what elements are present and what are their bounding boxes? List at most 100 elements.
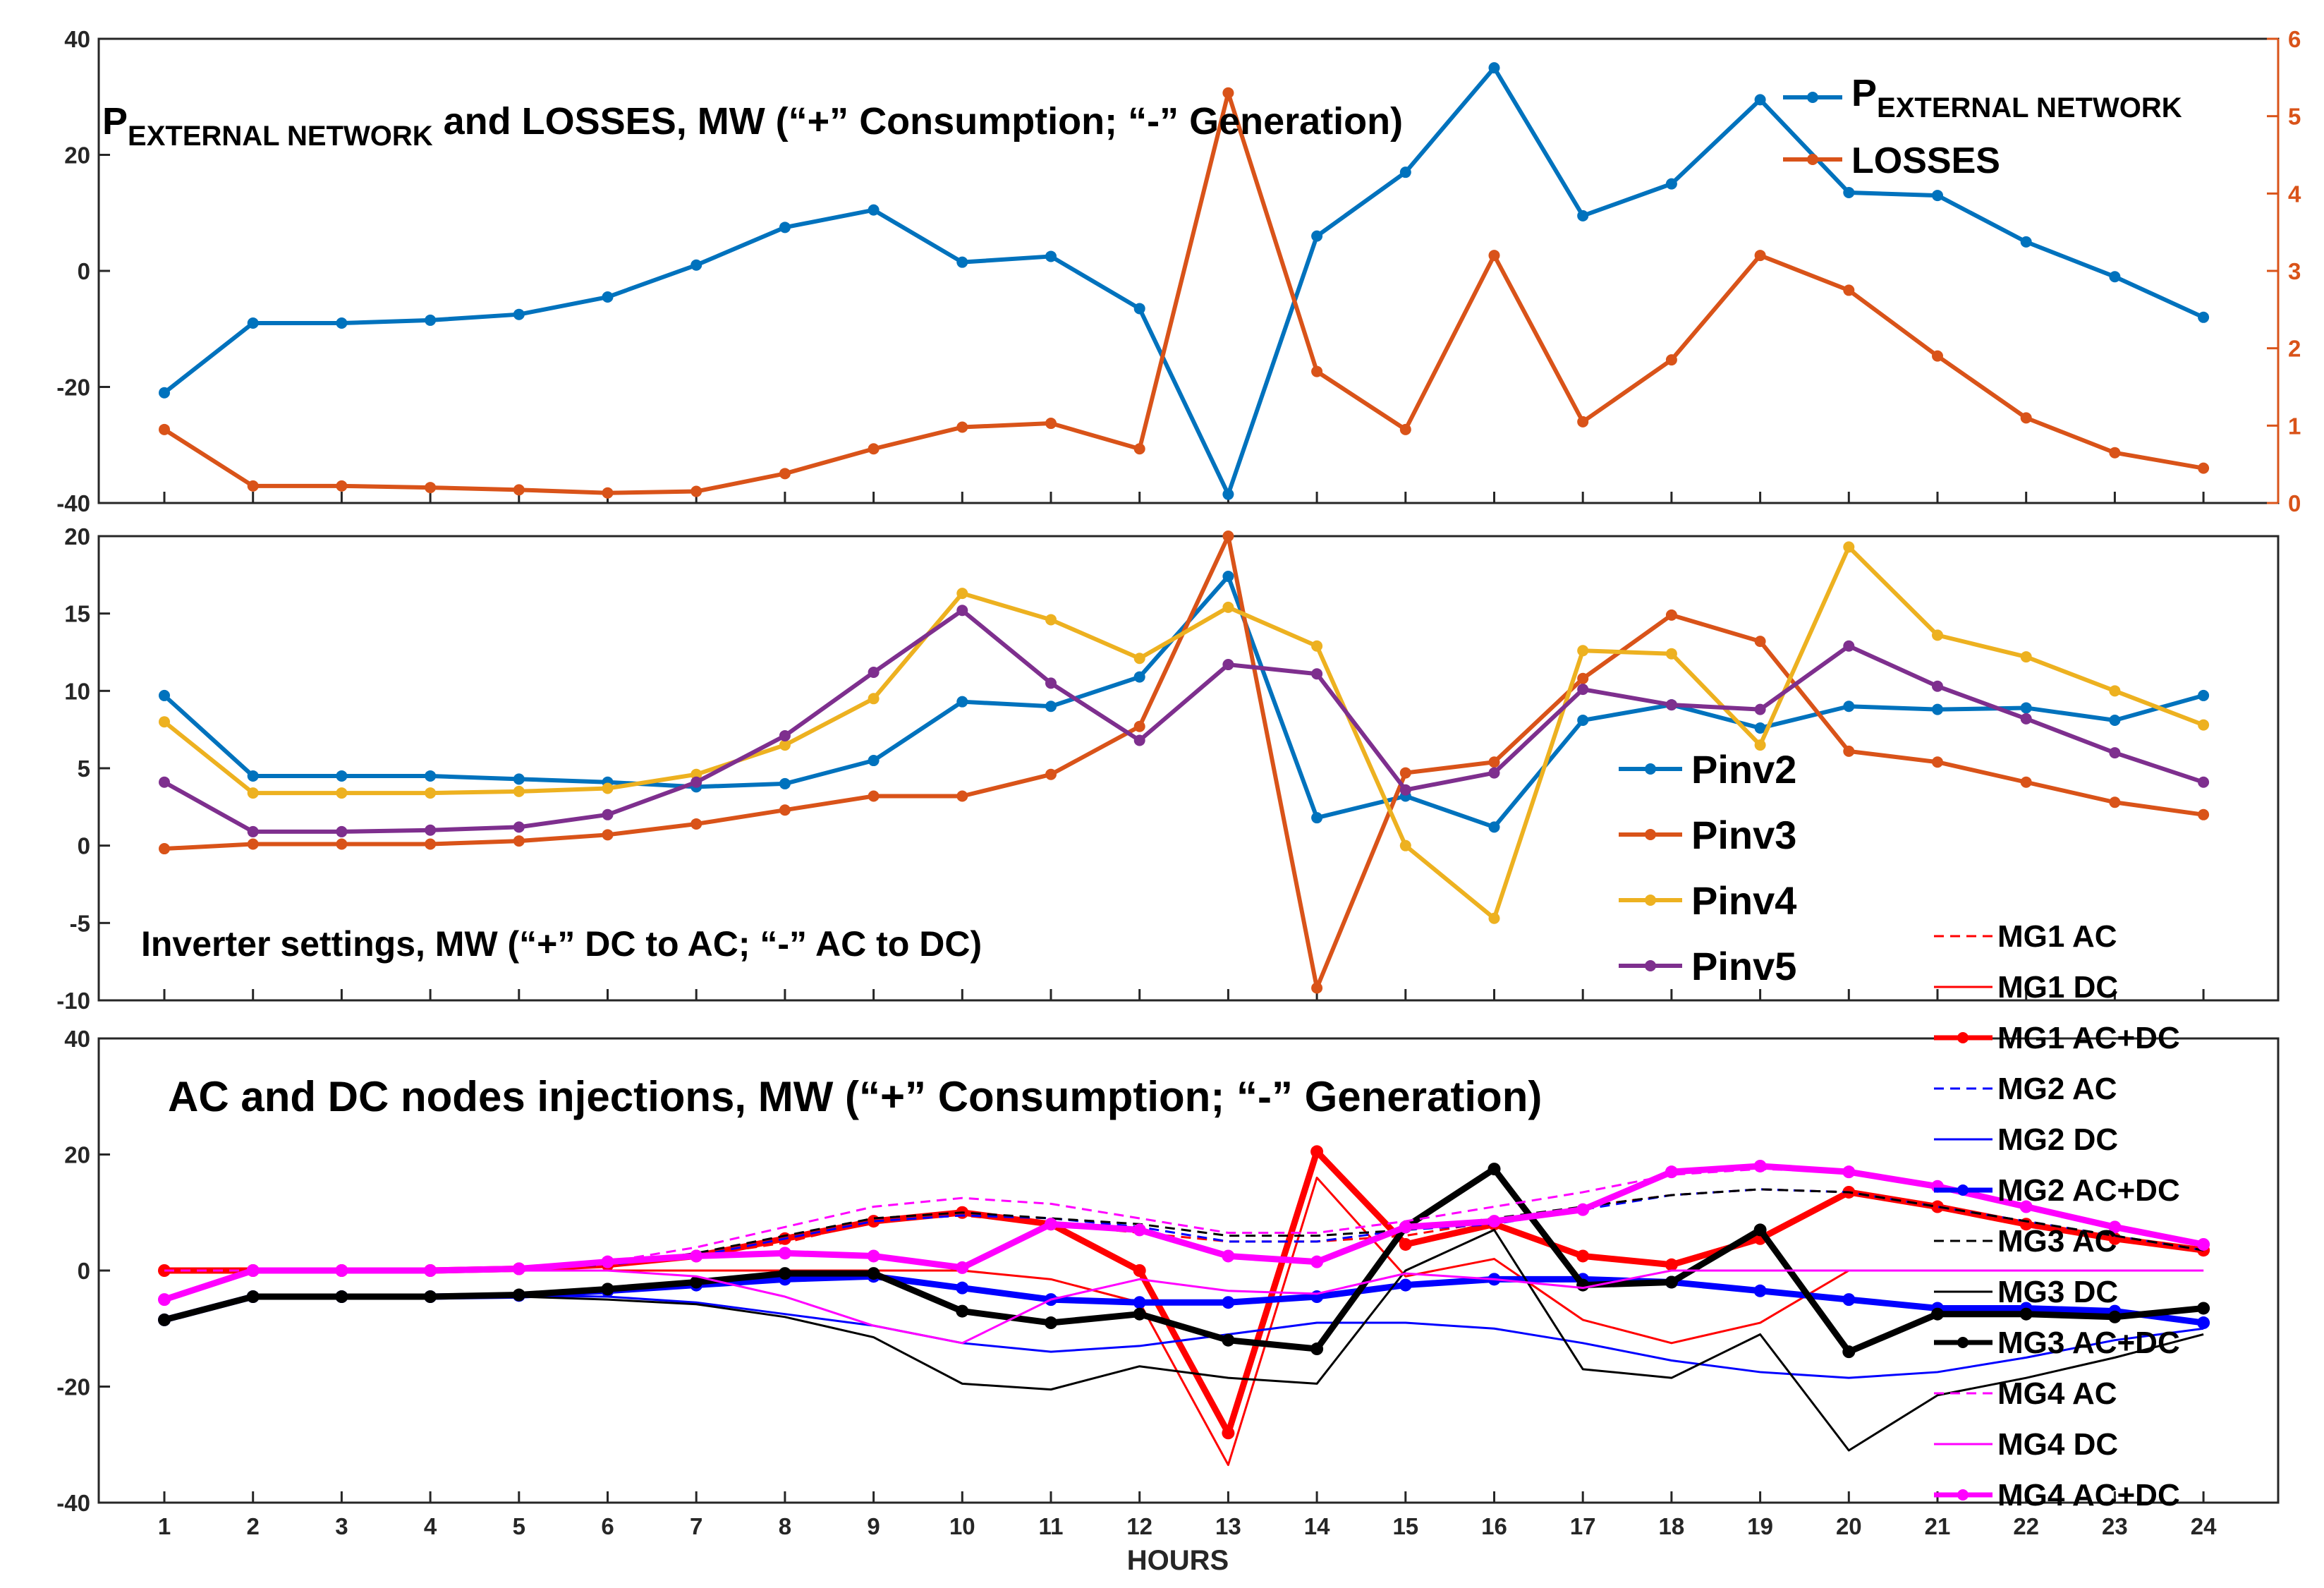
data-point-mg3-ac-dc — [1310, 1342, 1324, 1356]
data-point-pinv3 — [247, 838, 259, 850]
x-axis: 1 2 3 4 5 6 7 8 9 10 11 12 13 14 15 16 17 18 19 20 21 22 23 24 — [158, 1513, 2217, 1539]
data-point-pinv2 — [1754, 722, 1766, 734]
y-tick-label: -20 — [56, 375, 90, 401]
y-tick-label: 0 — [78, 1258, 90, 1284]
data-point-p — [1754, 94, 1766, 106]
x-tick-label: 13 — [1215, 1513, 1241, 1539]
data-point-pinv5 — [336, 825, 348, 837]
data-point-pinv4 — [1045, 614, 1057, 626]
data-point-mg4-ac-dc — [1665, 1165, 1678, 1179]
data-point-pinv2 — [1133, 671, 1145, 683]
data-point-mg1-ac-dc — [1133, 1264, 1146, 1277]
data-point-losses — [336, 480, 348, 492]
x-tick-label: 9 — [867, 1513, 880, 1539]
x-tick-label: 12 — [1126, 1513, 1152, 1539]
legend-marker-losses — [1807, 154, 1818, 165]
data-point-pinv4 — [1311, 640, 1323, 652]
y-tick-label: 20 — [64, 1142, 90, 1168]
y2-tick-label: 0 — [2288, 490, 2301, 516]
data-point-mg2-ac-dc — [956, 1281, 969, 1295]
legend-marker-mg1-ac-dc — [1957, 1032, 1969, 1043]
data-point-pinv2 — [1488, 821, 1500, 833]
data-point-pinv3 — [1222, 531, 1234, 542]
panel-2-title: Inverter settings, MW (“+” DC to AC; “-”… — [141, 924, 982, 964]
y-tick-label: 10 — [64, 678, 90, 704]
data-point-p — [1932, 190, 1943, 202]
panel-2-plot — [159, 531, 2210, 994]
data-point-pinv3 — [956, 790, 968, 802]
data-point-losses — [1754, 250, 1766, 262]
data-point-pinv5 — [1133, 734, 1145, 746]
y-tick-label: -40 — [56, 1490, 90, 1516]
data-point-p — [159, 387, 170, 399]
data-point-pinv5 — [247, 825, 259, 837]
data-point-pinv4 — [1665, 648, 1677, 660]
data-point-pinv2 — [336, 770, 348, 782]
legend-marker-mg4-ac-dc — [1957, 1489, 1969, 1501]
data-point-pinv2 — [779, 777, 791, 789]
series-line-mg3-ac — [164, 1188, 2204, 1272]
data-point-pinv4 — [1488, 912, 1500, 924]
series-line-mg3-ac-dc — [163, 1165, 2204, 1355]
data-point-mg3-ac-dc — [1665, 1275, 1678, 1289]
data-point-losses — [1399, 423, 1411, 435]
data-point-mg4-ac-dc — [424, 1264, 437, 1277]
data-point-pinv5 — [1932, 680, 1943, 692]
data-point-pinv2 — [247, 770, 259, 782]
data-point-mg3-ac-dc — [424, 1290, 437, 1304]
legend-label-p-external: PEXTERNAL NETWORK — [1851, 72, 2182, 123]
data-point-pinv4 — [1932, 629, 1943, 641]
x-tick-label: 6 — [601, 1513, 614, 1539]
data-point-mg3-ac-dc — [335, 1290, 348, 1304]
data-point-mg3-ac-dc — [512, 1288, 525, 1302]
data-point-pinv3 — [2198, 808, 2210, 820]
panel-3: -40 -20 0 20 40 AC and DC nodes injections, … — [56, 919, 2280, 1516]
data-point-p — [425, 314, 437, 326]
data-point-mg4-ac-dc — [778, 1247, 791, 1260]
data-point-mg1-ac-dc — [1399, 1237, 1412, 1251]
data-point-mg2-ac-dc — [1753, 1284, 1767, 1297]
series-line-losses — [163, 90, 2204, 495]
data-point-p — [336, 317, 348, 329]
data-point-p — [1665, 178, 1677, 190]
data-point-pinv2 — [868, 755, 880, 767]
data-point-pinv5 — [1488, 767, 1500, 779]
data-point-pinv3 — [779, 804, 791, 816]
data-point-pinv3 — [425, 838, 437, 850]
series-line-pinv3 — [164, 534, 2204, 990]
data-point-losses — [956, 421, 968, 433]
data-point-pinv3 — [1133, 720, 1145, 732]
data-point-pinv3 — [690, 818, 702, 830]
x-tick-label: 22 — [2013, 1513, 2039, 1539]
legend-marker-mg3-ac-dc — [1957, 1337, 1969, 1348]
data-point-losses — [690, 485, 702, 497]
panel-2: -10 -5 0 5 10 15 20 Inverter settings, MW (“+”… — [56, 523, 2280, 1014]
data-point-losses — [1843, 284, 1855, 296]
x-tick-label: 19 — [1747, 1513, 1773, 1539]
data-point-mg4-ac-dc — [1753, 1159, 1767, 1172]
y-tick-label: -5 — [70, 910, 90, 936]
x-tick-label: 5 — [513, 1513, 525, 1539]
x-tick-label: 17 — [1570, 1513, 1596, 1539]
data-point-losses — [1311, 365, 1323, 377]
data-point-pinv3 — [602, 829, 614, 841]
data-point-pinv5 — [956, 605, 968, 617]
panel-1-y2-axis: 0 1 2 3 4 5 6 — [2267, 26, 2301, 516]
series-losses — [159, 87, 2210, 499]
data-point-mg4-ac-dc — [956, 1261, 969, 1274]
legend-label-pinv4: Pinv4 — [1691, 878, 1796, 923]
data-point-mg4-ac-dc — [1310, 1255, 1324, 1268]
data-point-pinv4 — [2198, 719, 2210, 731]
data-point-pinv3 — [336, 838, 348, 850]
data-point-pinv5 — [1222, 659, 1234, 671]
series-p — [159, 62, 2210, 500]
series-line-mg4-ac-dc — [163, 1163, 2204, 1303]
data-point-losses — [425, 482, 437, 494]
data-point-mg2-ac-dc — [1133, 1296, 1146, 1309]
legend-label-mg2-dc: MG2 DC — [1997, 1122, 2118, 1157]
series-line-p — [163, 66, 2205, 497]
data-point-p — [956, 256, 968, 268]
data-point-mg3-ac-dc — [690, 1275, 703, 1289]
legend-label-mg1-ac: MG1 AC — [1997, 919, 2117, 954]
